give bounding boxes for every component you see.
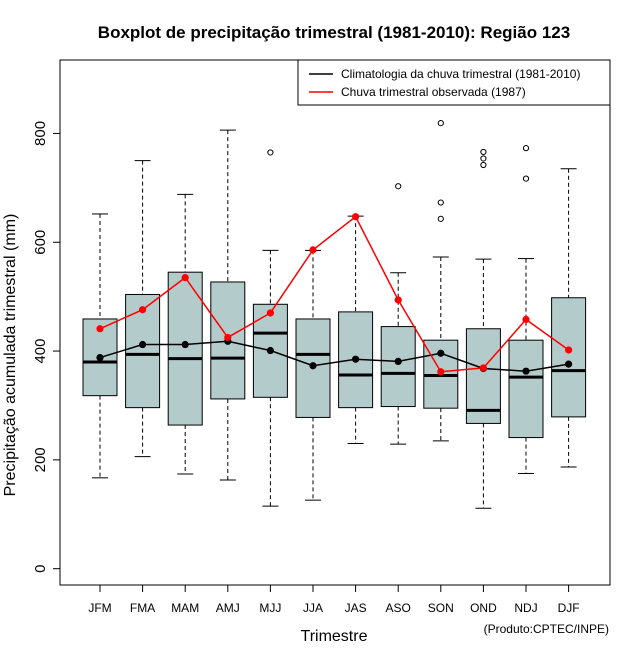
x-axis: JFM FMA MAM AMJ MJJ JJA JAS ASO SON OND NDJ DJF <box>88 585 580 615</box>
climatology-point <box>437 349 445 357</box>
climatology-point <box>522 367 530 375</box>
climatology-point <box>352 355 360 363</box>
observed-point <box>96 325 104 333</box>
climatology-point <box>565 360 573 368</box>
climatology-point <box>181 340 189 349</box>
x-tick-label: MAM <box>171 601 199 615</box>
y-tick-label: 800 <box>32 121 49 146</box>
climatology-point <box>139 340 147 349</box>
outlier-point <box>395 183 402 190</box>
x-tick-label: SON <box>428 601 454 615</box>
chart-title: Boxplot de precipitação trimestral (1981… <box>98 23 570 42</box>
y-axis-label: Precipitação acumulada trimestral (mm) <box>2 214 19 497</box>
observed-point <box>565 346 573 354</box>
x-tick-label: ASO <box>386 601 411 615</box>
climatology-point <box>266 346 274 355</box>
climatology-point <box>309 362 317 370</box>
x-tick-label: JAS <box>345 601 367 615</box>
x-axis-label: Trimestre <box>301 628 368 645</box>
observed-point <box>139 306 147 314</box>
observed-point <box>352 213 360 221</box>
observed-point <box>309 246 317 254</box>
climatology-point <box>96 353 104 362</box>
outlier-point <box>437 215 444 222</box>
outlier-point <box>267 149 274 156</box>
x-tick-label: AMJ <box>216 601 240 615</box>
legend-box <box>297 59 611 106</box>
observed-line <box>99 215 570 373</box>
legend-label-observed: Chuva trimestral observada (1987) <box>341 85 526 99</box>
box-body <box>551 297 587 418</box>
observed-point <box>522 315 530 324</box>
credit-text: (Produto:CPTEC/INPE) <box>484 622 609 636</box>
climatology-point <box>394 357 402 365</box>
x-tick-label: JJA <box>303 601 323 615</box>
observed-point <box>266 309 274 317</box>
observed-point <box>437 368 445 376</box>
y-tick-label: 200 <box>32 447 49 472</box>
box-body <box>125 293 161 409</box>
x-tick-label: OND <box>470 601 497 615</box>
x-tick-label: JFM <box>88 601 111 615</box>
legend-label-climatology: Climatologia da chuva trimestral (1981-2… <box>341 67 580 81</box>
y-tick-label: 0 <box>32 565 49 573</box>
box-body <box>380 326 416 408</box>
outlier-point <box>437 199 444 206</box>
x-tick-label: MJJ <box>259 601 281 615</box>
y-axis: 0 200 400 600 800 <box>32 121 61 573</box>
outlier-point <box>480 155 487 162</box>
legend: Climatologia da chuva trimestral (1981-2… <box>297 59 611 106</box>
box-body <box>210 281 246 400</box>
observed-point <box>224 333 232 342</box>
y-tick-label: 600 <box>32 230 49 255</box>
observed-point <box>479 364 487 372</box>
x-tick-label: DJF <box>558 601 580 615</box>
y-tick-label: 400 <box>32 339 49 364</box>
observed-point <box>181 274 189 282</box>
climatology-line <box>99 340 569 372</box>
observed-point <box>394 296 402 304</box>
outlier-point <box>480 148 487 156</box>
x-tick-label: NDJ <box>514 601 537 615</box>
box-body <box>465 328 501 424</box>
outlier-point <box>480 161 487 169</box>
outlier-point <box>437 120 444 127</box>
box-body <box>508 339 544 439</box>
box-body <box>167 271 203 426</box>
outlier-point <box>522 145 530 152</box>
series-lines <box>96 213 573 376</box>
boxes-group <box>82 120 587 509</box>
outlier-point <box>522 175 530 182</box>
x-tick-label: FMA <box>130 601 155 615</box>
